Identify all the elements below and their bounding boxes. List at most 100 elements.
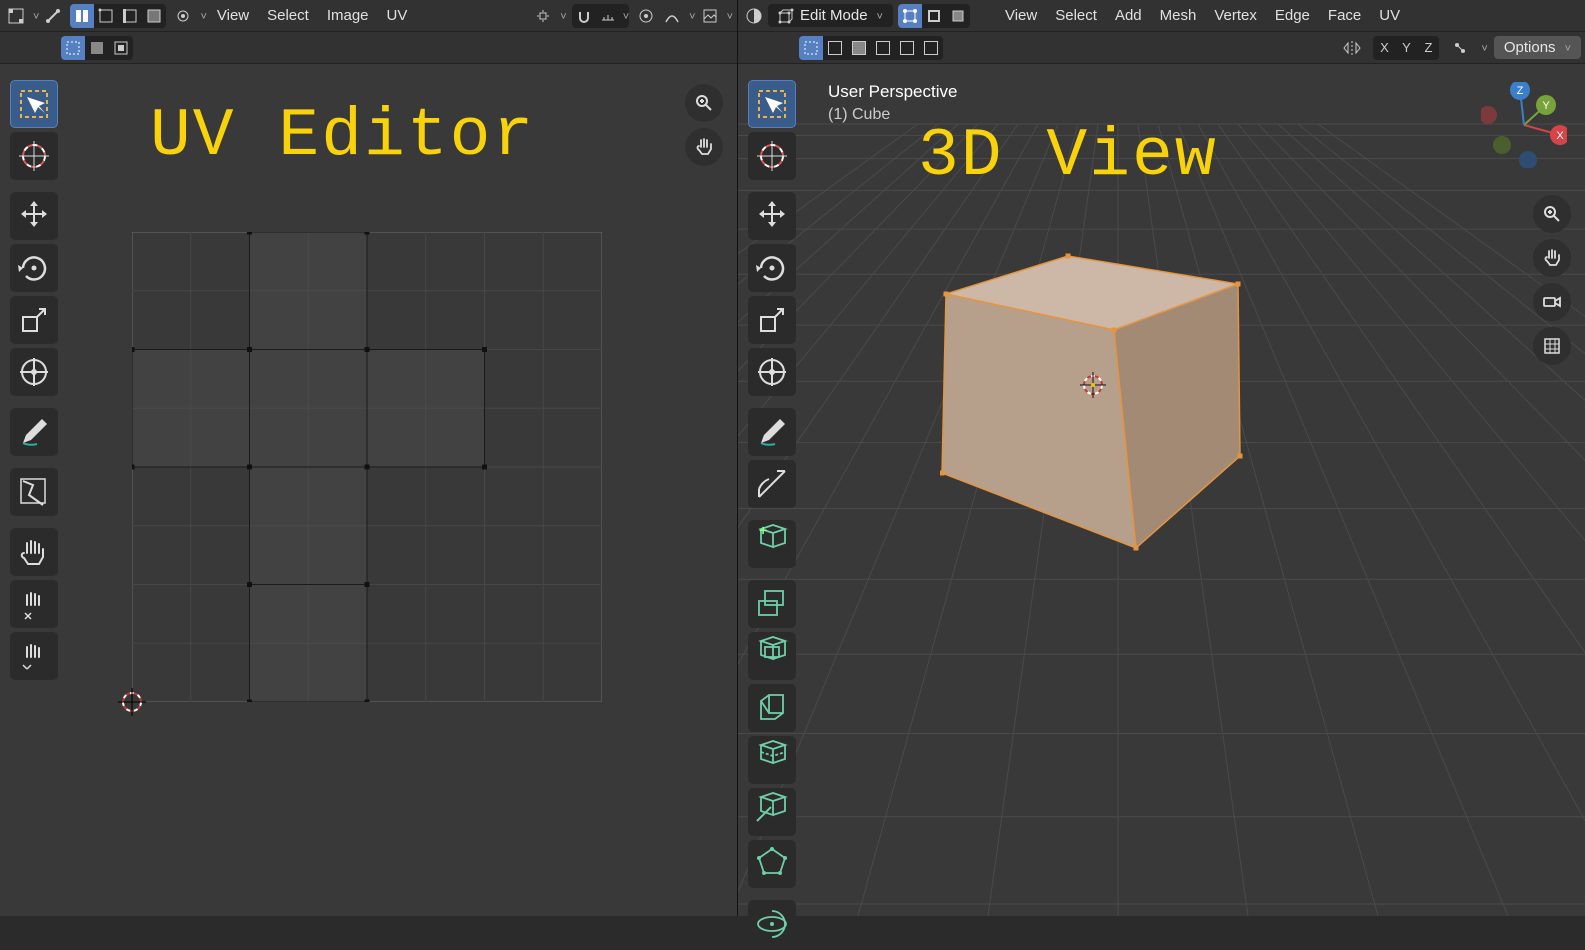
uv-vertex-select-icon[interactable] bbox=[94, 4, 118, 28]
face-select-mode-icon[interactable] bbox=[946, 4, 970, 28]
proportional-edit-icon[interactable] bbox=[634, 4, 658, 28]
options-dropdown-button[interactable]: Options bbox=[1494, 36, 1581, 59]
3d-menu-add[interactable]: Add bbox=[1107, 7, 1150, 24]
poly-build-tool[interactable] bbox=[748, 840, 796, 888]
chevron-down-icon bbox=[1478, 39, 1487, 56]
transform-tool[interactable] bbox=[748, 348, 796, 396]
mirror-icon[interactable] bbox=[1340, 36, 1364, 60]
rotate-tool[interactable] bbox=[10, 244, 58, 292]
mode-select-label: Edit Mode bbox=[800, 7, 868, 24]
mirror-axis-x-button[interactable]: X bbox=[1373, 36, 1395, 60]
overlay-toggle-2-icon[interactable] bbox=[823, 36, 847, 60]
editor-type-dropdown-icon[interactable] bbox=[742, 4, 766, 28]
mirror-axis-z-button[interactable]: Z bbox=[1417, 36, 1439, 60]
sticky-select-icon[interactable] bbox=[171, 4, 195, 28]
uv-grid-canvas[interactable] bbox=[132, 232, 602, 702]
overlay-uv-face-icon[interactable] bbox=[85, 36, 109, 60]
cursor-tool[interactable] bbox=[10, 132, 58, 180]
3d-view-annotation-label: 3D View bbox=[918, 118, 1218, 195]
overlay-uv-edges-icon[interactable] bbox=[61, 36, 85, 60]
3d-view-subheader: X Y Z Options bbox=[738, 32, 1585, 64]
overlay-toggle-5-icon[interactable] bbox=[895, 36, 919, 60]
3d-menu-mesh[interactable]: Mesh bbox=[1152, 7, 1205, 24]
camera-view-button[interactable] bbox=[1533, 283, 1571, 321]
rotate-tool[interactable] bbox=[748, 244, 796, 292]
uv-menu-uv[interactable]: UV bbox=[379, 7, 416, 24]
overlay-uv-stretch-icon[interactable] bbox=[109, 36, 133, 60]
3d-menu-view[interactable]: View bbox=[997, 7, 1045, 24]
3d-menu-edge[interactable]: Edge bbox=[1267, 7, 1318, 24]
falloff-icon[interactable] bbox=[660, 4, 684, 28]
linked-selection-icon[interactable] bbox=[41, 4, 65, 28]
measure-tool[interactable] bbox=[748, 460, 796, 508]
snap-toggle-icon[interactable] bbox=[572, 4, 596, 28]
move-tool[interactable] bbox=[10, 192, 58, 240]
edit-mode-cube[interactable] bbox=[940, 248, 1240, 548]
add-cube-tool[interactable]: + bbox=[748, 520, 796, 568]
extrude-tool[interactable] bbox=[748, 580, 796, 628]
inset-faces-tool[interactable] bbox=[748, 632, 796, 680]
grab-tool[interactable] bbox=[10, 528, 58, 576]
spin-tool[interactable] bbox=[748, 900, 796, 948]
overlay-toggle-4-icon[interactable] bbox=[871, 36, 895, 60]
knife-tool[interactable] bbox=[748, 788, 796, 836]
uv-sync-select-icon[interactable] bbox=[70, 4, 94, 28]
pinch-tool[interactable] bbox=[10, 632, 58, 680]
overlay-toggle-3-icon[interactable] bbox=[847, 36, 871, 60]
uv-pivot-icon[interactable] bbox=[531, 4, 555, 28]
scale-tool[interactable] bbox=[10, 296, 58, 344]
pan-button[interactable] bbox=[685, 128, 723, 166]
uv-menu-view[interactable]: View bbox=[209, 7, 257, 24]
uv-menu-image[interactable]: Image bbox=[319, 7, 377, 24]
image-dropdown-icon[interactable] bbox=[698, 4, 722, 28]
zoom-button[interactable] bbox=[685, 84, 723, 122]
zoom-button[interactable] bbox=[1533, 195, 1571, 233]
editor-type-dropdown-icon[interactable] bbox=[4, 4, 28, 28]
uv-edge-select-icon[interactable] bbox=[118, 4, 142, 28]
options-label: Options bbox=[1504, 39, 1556, 56]
3d-menu-face[interactable]: Face bbox=[1320, 7, 1369, 24]
annotate-tool[interactable] bbox=[10, 408, 58, 456]
auto-merge-icon[interactable] bbox=[1448, 36, 1472, 60]
viewport-object-name-label: (1) Cube bbox=[828, 106, 890, 124]
uv-menu-select[interactable]: Select bbox=[259, 7, 317, 24]
axis-gizmo[interactable]: X Y Z bbox=[1481, 82, 1567, 168]
loop-cut-tool[interactable] bbox=[748, 736, 796, 784]
pan-button[interactable] bbox=[1533, 239, 1571, 277]
select-box-tool[interactable] bbox=[10, 80, 58, 128]
scale-tool[interactable] bbox=[748, 296, 796, 344]
snap-increment-icon[interactable] bbox=[596, 4, 620, 28]
annotate-tool[interactable] bbox=[748, 408, 796, 456]
bevel-tool[interactable] bbox=[748, 684, 796, 732]
transform-tool[interactable] bbox=[10, 348, 58, 396]
mode-select-dropdown[interactable]: Edit Mode bbox=[768, 4, 893, 27]
gizmo-x-label: X bbox=[1556, 130, 1564, 142]
overlay-toggle-6-icon[interactable] bbox=[919, 36, 943, 60]
select-box-tool[interactable] bbox=[748, 80, 796, 128]
move-tool[interactable] bbox=[748, 192, 796, 240]
3d-view-toolbar: + bbox=[748, 80, 796, 950]
edge-select-mode-icon[interactable] bbox=[922, 4, 946, 28]
3d-menu-vertex[interactable]: Vertex bbox=[1206, 7, 1265, 24]
chevron-down-icon bbox=[620, 7, 629, 24]
rip-region-tool[interactable] bbox=[10, 468, 58, 516]
mirror-axis-group: X Y Z bbox=[1373, 36, 1439, 60]
perspective-toggle-button[interactable] bbox=[1533, 327, 1571, 365]
3d-menu-uv[interactable]: UV bbox=[1371, 7, 1408, 24]
uv-editor-header: View Select Image UV bbox=[0, 0, 737, 32]
gizmo-z-label: Z bbox=[1517, 85, 1524, 97]
uv-face-select-icon[interactable] bbox=[142, 4, 166, 28]
cursor-tool[interactable] bbox=[748, 132, 796, 180]
gizmo-y-label: Y bbox=[1542, 100, 1550, 112]
3d-menu-select[interactable]: Select bbox=[1047, 7, 1105, 24]
overlay-toggle-1-icon[interactable] bbox=[799, 36, 823, 60]
chevron-down-icon bbox=[874, 7, 883, 24]
chevron-down-icon bbox=[30, 7, 39, 24]
3d-view-header: Edit Mode View Select Add Mesh Vertex Ed… bbox=[738, 0, 1585, 32]
edit-mode-icon bbox=[778, 8, 794, 24]
mirror-axis-y-button[interactable]: Y bbox=[1395, 36, 1417, 60]
chevron-down-icon bbox=[557, 7, 566, 24]
uv-editor-panel: View Select Image UV UV Editor bbox=[0, 0, 738, 916]
vertex-select-mode-icon[interactable] bbox=[898, 4, 922, 28]
relax-tool[interactable] bbox=[10, 580, 58, 628]
